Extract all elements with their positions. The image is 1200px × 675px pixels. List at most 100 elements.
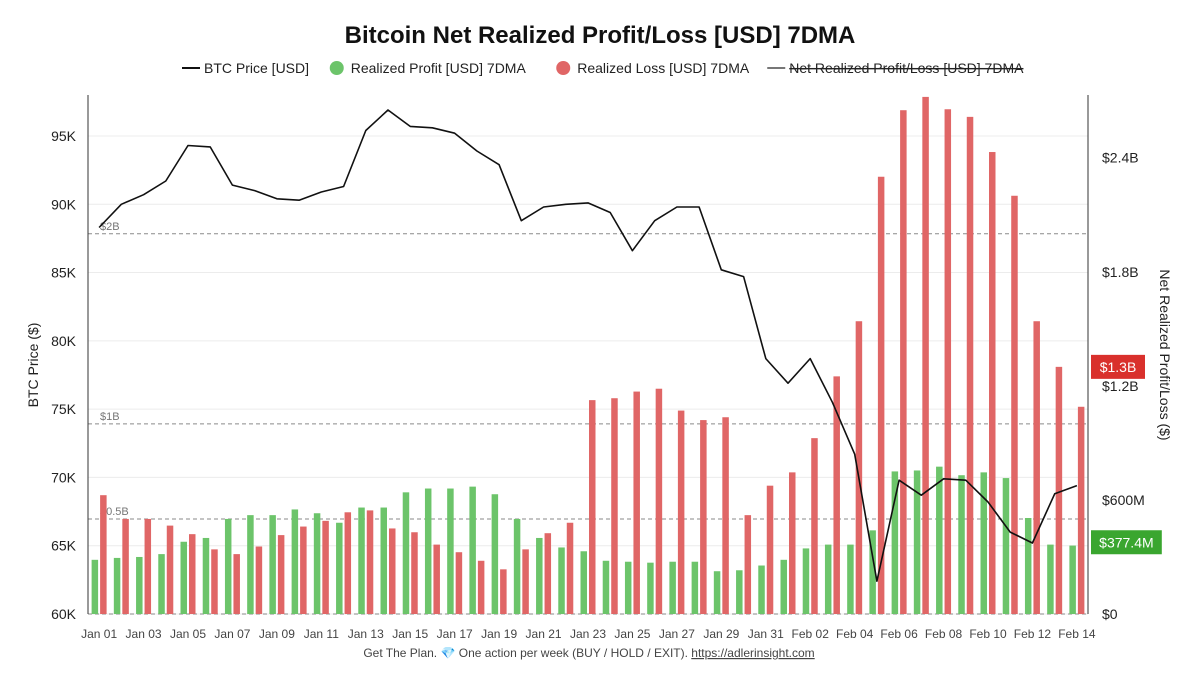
- realized-profit-bar: [802, 548, 810, 614]
- realized-profit-bar: [180, 541, 187, 614]
- realized-loss-bar: [433, 544, 440, 614]
- realized-loss-bar: [1055, 366, 1063, 614]
- realized-loss-bar: [655, 388, 663, 614]
- realized-loss-bar: [811, 438, 818, 614]
- realized-profit-bar: [936, 466, 943, 614]
- x-tick-label: Jan 11: [304, 627, 339, 641]
- realized-loss-bar: [833, 376, 840, 614]
- realized-loss-bar: [122, 518, 129, 614]
- realized-loss-bar: [611, 398, 618, 614]
- legend-item[interactable]: Realized Profit [USD] 7DMA: [329, 60, 527, 76]
- realized-profit-bar: [647, 562, 654, 614]
- realized-loss-bar: [944, 109, 952, 614]
- realized-profit-bar: [336, 522, 343, 614]
- realized-loss-bar: [477, 560, 485, 614]
- x-tick-label: Jan 01: [81, 627, 117, 641]
- realized-loss-bar: [766, 485, 774, 614]
- realized-loss-bar: [877, 176, 885, 614]
- realized-loss-bar: [677, 410, 685, 614]
- x-tick-label: Feb 12: [1014, 627, 1052, 641]
- realized-loss-bar: [966, 116, 974, 614]
- x-tick-label: Jan 15: [392, 627, 428, 641]
- x-tick-label: Jan 23: [570, 627, 606, 641]
- legend-item[interactable]: Realized Loss [USD] 7DMA: [556, 60, 750, 76]
- x-tick-label: Jan 09: [259, 627, 295, 641]
- realized-loss-bar: [922, 96, 929, 614]
- realized-profit-bar: [913, 470, 921, 614]
- realized-profit-bar: [469, 486, 476, 614]
- realized-profit-bar: [136, 556, 143, 614]
- realized-profit-bar: [1024, 517, 1032, 614]
- realized-loss-bar: [1077, 406, 1085, 614]
- realized-profit-bar: [247, 515, 254, 614]
- realized-profit-bar: [691, 561, 699, 614]
- realized-profit-bar: [513, 518, 521, 614]
- legend-item[interactable]: BTC Price [USD]: [182, 60, 309, 76]
- realized-loss-bar: [189, 534, 196, 614]
- realized-profit-bar: [91, 559, 99, 614]
- right-tick-label: $1.2B: [1102, 378, 1139, 394]
- right-tick-label: $2.4B: [1102, 150, 1139, 166]
- grid-lines: [88, 135, 1088, 615]
- right-axis-label: Net Realized Profit/Loss ($): [1157, 269, 1173, 440]
- legend-item[interactable]: Net Realized Profit/Loss [USD] 7DMA: [767, 60, 1024, 76]
- realized-loss-bar: [277, 535, 285, 614]
- realized-loss-bar: [700, 420, 707, 614]
- realized-loss-bar: [566, 522, 574, 614]
- realized-loss-bar: [1033, 321, 1040, 614]
- realized-loss-bar: [233, 554, 240, 614]
- legend-label: BTC Price [USD]: [204, 60, 309, 76]
- realized-profit-bar: [1047, 544, 1054, 614]
- realized-loss-bar: [389, 528, 396, 614]
- realized-profit-bar: [580, 551, 587, 614]
- realized-profit-bar: [1069, 545, 1076, 614]
- realized-profit-bar: [402, 492, 410, 614]
- realized-loss-bar: [166, 525, 174, 614]
- realized-profit-bar: [536, 537, 543, 614]
- legend: BTC Price [USD] Realized Profit [USD] 7DM…: [182, 60, 1024, 76]
- x-tick-label: Feb 04: [836, 627, 874, 641]
- realized-loss-bar: [100, 495, 107, 614]
- legend-label: Net Realized Profit/Loss [USD] 7DMA: [789, 60, 1024, 76]
- realized-profit-bar: [558, 547, 565, 614]
- realized-loss-bar: [989, 152, 996, 615]
- x-tick-label: Jan 17: [437, 627, 473, 641]
- x-tick-label: Feb 14: [1058, 627, 1096, 641]
- left-axis-label: BTC Price ($): [25, 323, 41, 408]
- x-tick-label: Feb 10: [969, 627, 1007, 641]
- realized-loss-bar: [1011, 195, 1018, 614]
- realized-loss-bar: [211, 549, 218, 614]
- price-line-group: [98, 109, 1078, 583]
- realized-loss-bar: [855, 321, 863, 614]
- reference-line-label: $2B: [100, 221, 120, 233]
- value-badge: [1091, 530, 1162, 555]
- reference-lines: $2B $1B $0.5B: [88, 221, 1088, 615]
- right-tick-label: $600M: [1102, 492, 1145, 508]
- realized-profit-bar: [158, 554, 165, 614]
- btc-price-line: [98, 109, 1078, 583]
- footer-link[interactable]: https://adlerinsight.com: [691, 646, 814, 660]
- realized-loss-bar: [255, 546, 263, 614]
- footer-text: Get The Plan. 💎 One action per week (BUY…: [363, 646, 691, 660]
- realized-loss-bar: [544, 533, 552, 614]
- realized-loss-bar: [300, 526, 307, 614]
- value-badge-label: $1.3B: [1100, 359, 1137, 375]
- value-badge-label: $377.4M: [1099, 534, 1153, 550]
- reference-line-label: $1B: [100, 411, 120, 423]
- realized-loss-bar: [789, 472, 796, 614]
- realized-profit-bar: [602, 560, 610, 614]
- realized-loss-bar: [500, 569, 507, 614]
- realized-profit-bar: [313, 513, 321, 614]
- realized-profit-bar: [891, 471, 899, 614]
- x-tick-label: Feb 02: [792, 627, 830, 641]
- realized-profit-bar: [780, 559, 787, 614]
- reference-line-label: $0.5B: [100, 506, 129, 518]
- realized-loss-bar: [900, 110, 907, 614]
- realized-profit-bar: [202, 537, 210, 614]
- left-tick-label: 70K: [51, 469, 77, 485]
- realized-profit-bar: [669, 561, 676, 614]
- left-tick-label: 65K: [51, 538, 77, 554]
- realized-profit-bar: [224, 518, 232, 614]
- realized-profit-bar: [1002, 478, 1010, 614]
- realized-profit-bar: [491, 494, 499, 614]
